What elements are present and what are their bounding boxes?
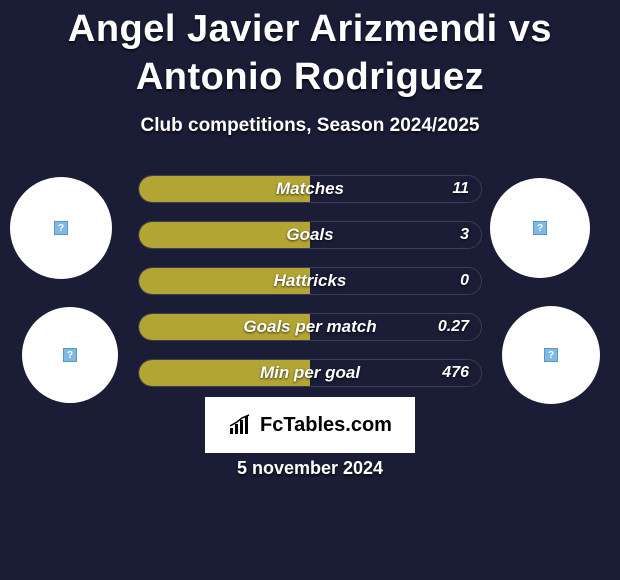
fctables-logo: FcTables.com: [205, 397, 415, 453]
date-text: 5 november 2024: [0, 458, 620, 479]
bar-fill-right: [310, 268, 481, 294]
bars-icon: [228, 414, 254, 436]
page-title: Angel Javier Arizmendi vs Antonio Rodrig…: [0, 0, 620, 101]
bar-fill-right: [310, 314, 481, 340]
bar-fill-right: [310, 222, 481, 248]
avatar-circle-0: ?: [10, 177, 112, 279]
image-placeholder-icon: ?: [544, 348, 558, 362]
avatar-circle-2: ?: [22, 307, 118, 403]
image-placeholder-icon: ?: [63, 348, 77, 362]
bar-fill-left: [139, 314, 310, 340]
avatar-circle-3: ?: [502, 306, 600, 404]
avatar-circle-1: ?: [490, 178, 590, 278]
bar-fill-right: [310, 176, 481, 202]
logo-text: FcTables.com: [260, 414, 392, 437]
page-root: Angel Javier Arizmendi vs Antonio Rodrig…: [0, 0, 620, 580]
image-placeholder-icon: ?: [533, 221, 547, 235]
bar-fill-left: [139, 222, 310, 248]
bar-fill-left: [139, 360, 310, 386]
bar-fill-left: [139, 176, 310, 202]
stat-bar-min-per-goal: Min per goal476: [138, 359, 482, 387]
stat-bar-matches: Matches11: [138, 175, 482, 203]
stat-bar-goals: Goals3: [138, 221, 482, 249]
comparison-bars: Matches11 Goals3 Hattricks0 Goals per match…: [138, 175, 482, 405]
stat-bar-goals-per-match: Goals per match0.27: [138, 313, 482, 341]
bar-fill-left: [139, 268, 310, 294]
page-subtitle: Club competitions, Season 2024/2025: [0, 115, 620, 137]
image-placeholder-icon: ?: [54, 221, 68, 235]
bar-fill-right: [310, 360, 481, 386]
stat-bar-hattricks: Hattricks0: [138, 267, 482, 295]
